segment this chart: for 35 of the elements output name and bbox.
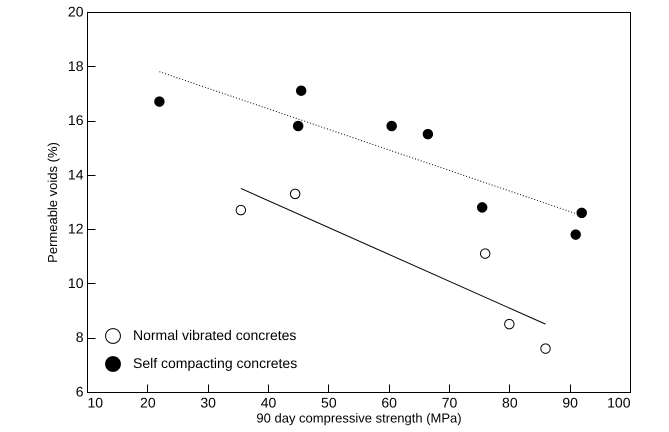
x-tick-label: 90 xyxy=(562,394,578,410)
y-tick-label: 6 xyxy=(76,384,84,400)
point xyxy=(540,343,551,354)
point xyxy=(476,202,488,213)
x-tick-label: 40 xyxy=(260,394,276,410)
legend-label: Normal vibrated concretes xyxy=(133,327,296,343)
y-tick-label: 14 xyxy=(68,166,84,182)
point xyxy=(290,188,300,200)
point xyxy=(386,120,397,132)
point xyxy=(576,208,587,218)
point xyxy=(154,96,165,107)
point xyxy=(480,248,490,259)
y-tick-label: 8 xyxy=(76,329,84,346)
point xyxy=(422,128,434,140)
x-tick-label: 30 xyxy=(200,394,216,410)
x-tick-label: 50 xyxy=(321,394,337,410)
point xyxy=(292,120,304,132)
legend-label: Self compacting concretes xyxy=(133,355,298,371)
x-tick-label: 100 xyxy=(607,394,631,410)
y-tick-label: 10 xyxy=(68,274,84,291)
y-tick-label: 20 xyxy=(68,4,84,20)
x-tick-label: 80 xyxy=(502,394,518,410)
y-tick-label: 18 xyxy=(68,58,84,74)
point xyxy=(504,318,515,330)
y-axis-title: Permeable voids (%) xyxy=(44,142,60,263)
y-tick-label: 16 xyxy=(68,112,84,128)
x-tick-label: 20 xyxy=(140,394,156,410)
point xyxy=(570,229,581,240)
x-tick-label: 60 xyxy=(381,394,398,410)
x-tick-label: 70 xyxy=(442,394,458,410)
x-tick-label: 10 xyxy=(88,394,104,410)
point xyxy=(236,204,246,216)
y-tick-label: 12 xyxy=(68,220,84,237)
point xyxy=(296,85,306,96)
x-axis-title: 90 day compressive strength (MPa) xyxy=(256,410,462,426)
